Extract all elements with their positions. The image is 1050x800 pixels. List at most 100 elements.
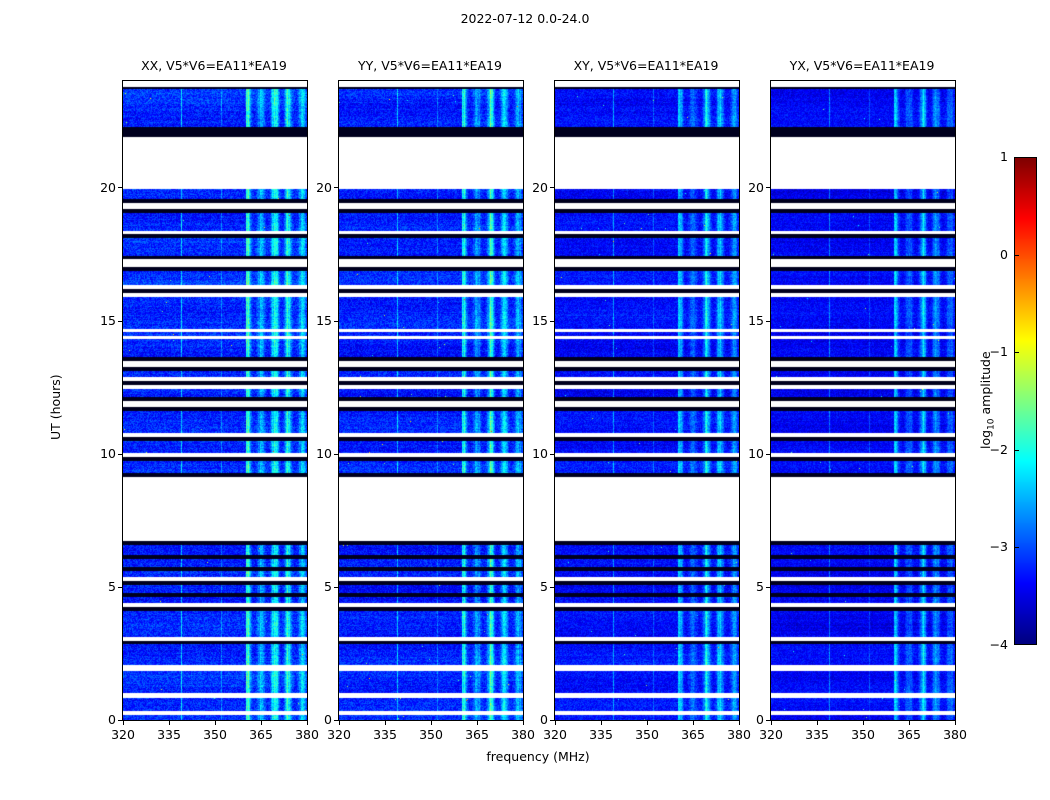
- y-tick-label: 15: [748, 312, 764, 328]
- x-tick-mark: [523, 721, 524, 725]
- y-tick-label: 10: [532, 445, 548, 461]
- x-tick-mark: [693, 721, 694, 725]
- y-tick-mark: [766, 454, 770, 455]
- y-tick-label: 15: [100, 312, 116, 328]
- spectrogram-panel-xy[interactable]: [554, 80, 740, 721]
- x-tick-mark: [909, 721, 910, 725]
- y-tick-label: 0: [540, 712, 548, 727]
- x-tick-mark: [817, 721, 818, 725]
- x-tick-label: 350: [635, 727, 659, 742]
- x-tick-label: 320: [543, 727, 567, 742]
- y-tick-mark: [550, 587, 554, 588]
- panel-title-xx: XX, V5*V6=EA11*EA19: [141, 58, 287, 73]
- y-tick-label: 10: [100, 445, 116, 461]
- x-tick-mark: [123, 721, 124, 725]
- x-tick-mark: [647, 721, 648, 725]
- colorbar-tick-label: −3: [989, 539, 1008, 555]
- y-tick-mark: [334, 187, 338, 188]
- x-tick-label: 350: [203, 727, 227, 742]
- colorbar-label-suffix: amplitude: [978, 351, 993, 419]
- y-tick-label: 20: [316, 179, 332, 195]
- colorbar-tick-label: −1: [989, 344, 1008, 360]
- x-tick-label: 320: [759, 727, 783, 742]
- x-tick-mark: [863, 721, 864, 725]
- x-tick-mark: [431, 721, 432, 725]
- y-tick-mark: [118, 587, 122, 588]
- y-tick-mark: [766, 720, 770, 721]
- x-tick-mark: [169, 721, 170, 725]
- y-tick-mark: [334, 454, 338, 455]
- x-tick-label: 335: [805, 727, 829, 742]
- y-tick-mark: [118, 720, 122, 721]
- x-tick-label: 335: [373, 727, 397, 742]
- y-tick-label: 20: [748, 179, 764, 195]
- y-tick-mark: [118, 454, 122, 455]
- x-tick-mark: [215, 721, 216, 725]
- y-tick-label: 5: [108, 578, 116, 594]
- colorbar-tick-label: 0: [1000, 246, 1008, 262]
- y-tick-mark: [118, 187, 122, 188]
- x-tick-mark: [261, 721, 262, 725]
- panel-title-xy: XY, V5*V6=EA11*EA19: [573, 58, 719, 73]
- x-tick-mark: [739, 721, 740, 725]
- y-tick-label: 0: [108, 712, 116, 727]
- colorbar-tick-label: −4: [989, 637, 1008, 652]
- y-tick-label: 5: [540, 578, 548, 594]
- colorbar-tick-mark: [1015, 644, 1019, 645]
- x-tick-label: 380: [511, 727, 535, 742]
- colorbar-label-subscript: 10: [986, 418, 997, 430]
- y-tick-mark: [550, 720, 554, 721]
- colorbar-tick-mark: [1015, 450, 1019, 451]
- panel-title-yx: YX, V5*V6=EA11*EA19: [789, 58, 935, 73]
- y-tick-mark: [550, 321, 554, 322]
- y-tick-label: 10: [748, 445, 764, 461]
- x-tick-mark: [555, 721, 556, 725]
- y-tick-label: 5: [324, 578, 332, 594]
- y-tick-label: 5: [756, 578, 764, 594]
- y-tick-mark: [550, 187, 554, 188]
- colorbar-tick-mark: [1015, 255, 1019, 256]
- x-tick-label: 335: [157, 727, 181, 742]
- y-tick-label: 20: [532, 179, 548, 195]
- y-tick-label: 0: [756, 712, 764, 727]
- x-tick-label: 380: [943, 727, 967, 742]
- y-tick-mark: [334, 720, 338, 721]
- colorbar-tick-mark: [1015, 352, 1019, 353]
- x-tick-label: 320: [111, 727, 135, 742]
- spectrogram-panel-yx[interactable]: [770, 80, 956, 721]
- x-tick-mark: [385, 721, 386, 725]
- panel-title-yy: YY, V5*V6=EA11*EA19: [358, 58, 502, 73]
- x-tick-mark: [955, 721, 956, 725]
- colorbar[interactable]: [1014, 157, 1037, 645]
- figure-suptitle: 2022-07-12 0.0-24.0: [460, 11, 590, 26]
- x-tick-label: 365: [681, 727, 705, 742]
- x-tick-label: 365: [465, 727, 489, 742]
- y-tick-mark: [334, 587, 338, 588]
- y-tick-mark: [334, 321, 338, 322]
- x-tick-mark: [771, 721, 772, 725]
- x-tick-label: 335: [589, 727, 613, 742]
- spectrogram-panel-xx[interactable]: [122, 80, 308, 721]
- spectrogram-panel-yy[interactable]: [338, 80, 524, 721]
- colorbar-tick-label: 1: [1000, 149, 1008, 164]
- y-tick-label: 10: [316, 445, 332, 461]
- y-tick-label: 15: [532, 312, 548, 328]
- y-tick-mark: [766, 321, 770, 322]
- x-tick-mark: [307, 721, 308, 725]
- y-tick-mark: [550, 454, 554, 455]
- x-tick-label: 365: [249, 727, 273, 742]
- x-tick-label: 350: [851, 727, 875, 742]
- x-tick-label: 350: [419, 727, 443, 742]
- y-tick-label: 15: [316, 312, 332, 328]
- y-tick-mark: [118, 321, 122, 322]
- x-tick-mark: [477, 721, 478, 725]
- colorbar-tick-mark: [1015, 547, 1019, 548]
- y-axis-label: UT (hours): [48, 373, 63, 440]
- colorbar-label: log10 amplitude: [978, 351, 997, 449]
- x-tick-label: 380: [295, 727, 319, 742]
- x-tick-mark: [601, 721, 602, 725]
- y-tick-mark: [766, 587, 770, 588]
- x-tick-label: 365: [897, 727, 921, 742]
- x-tick-label: 380: [727, 727, 751, 742]
